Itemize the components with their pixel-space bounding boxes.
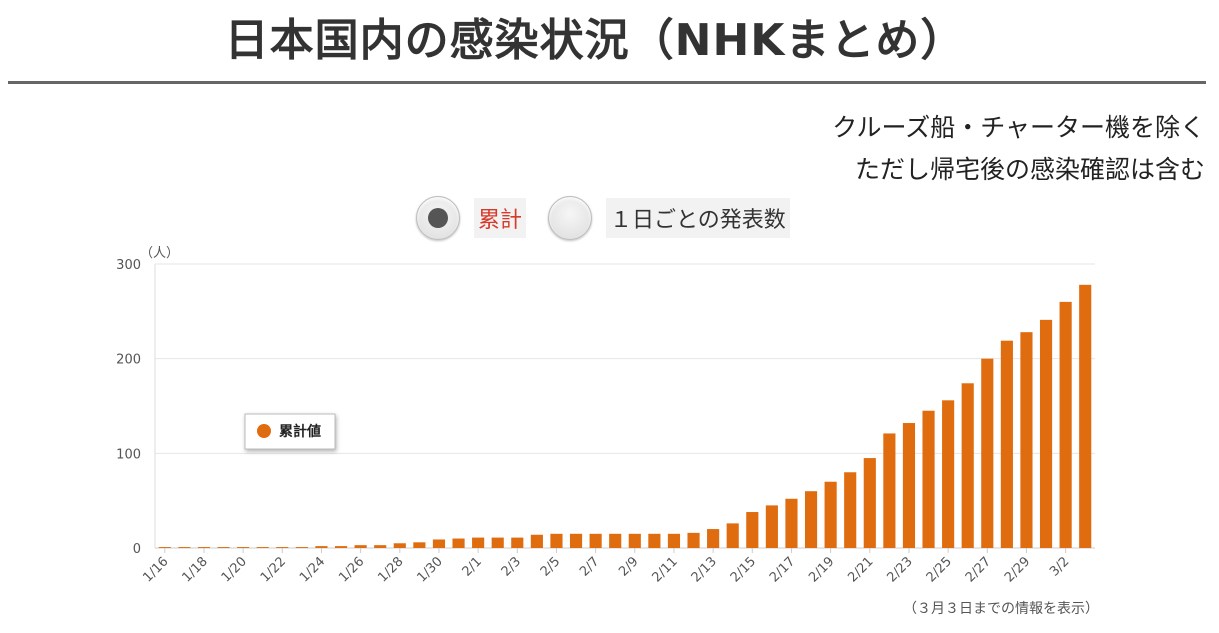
x-tick-label: 2/3	[499, 554, 524, 579]
bar-2-14[interactable]	[726, 523, 739, 548]
bar-1-23[interactable]	[295, 547, 308, 548]
bar-2-22[interactable]	[883, 433, 896, 548]
x-tick-label: 2/5	[538, 554, 563, 579]
bar-1-21[interactable]	[256, 547, 269, 548]
bar-2-13[interactable]	[707, 529, 720, 548]
bar-1-16[interactable]	[158, 547, 171, 548]
bar-1-17[interactable]	[178, 547, 191, 548]
x-tick-label: 2/23	[885, 554, 916, 585]
x-tick-label: 1/30	[415, 554, 446, 585]
x-tick-label: 1/28	[375, 554, 406, 585]
x-tick-label: 2/7	[577, 554, 602, 579]
bar-2-8[interactable]	[609, 533, 622, 548]
x-tick-label: 1/20	[219, 554, 250, 585]
toggle-cumulative[interactable]: 累計	[416, 195, 527, 241]
bar-2-12[interactable]	[687, 532, 700, 548]
x-tick-label: 2/15	[728, 554, 759, 585]
bar-2-26[interactable]	[961, 383, 974, 548]
bar-1-26[interactable]	[354, 545, 367, 548]
bar-3-1[interactable]	[1039, 319, 1053, 548]
bar-3-3[interactable]	[1079, 284, 1092, 548]
x-tick-label: 2/17	[767, 554, 798, 585]
bar-2-3[interactable]	[511, 537, 524, 548]
x-tick-label: 1/18	[180, 554, 211, 585]
y-axis-unit: （人）	[140, 246, 179, 261]
x-tick-label: 1/26	[336, 554, 367, 585]
bar-2-19[interactable]	[824, 481, 837, 548]
y-tick-label: 200	[116, 353, 141, 368]
bar-2-20[interactable]	[844, 472, 857, 548]
bar-2-9[interactable]	[628, 533, 641, 548]
legend-label: 累計値	[279, 423, 321, 440]
toggle-cumulative-label[interactable]: 累計	[474, 198, 527, 238]
bar-1-25[interactable]	[334, 546, 348, 548]
bar-2-21[interactable]	[863, 458, 876, 548]
bar-1-22[interactable]	[276, 547, 289, 548]
x-tick-label: 2/1	[460, 554, 485, 579]
toggle-daily[interactable]: １日ごとの発表数	[548, 195, 790, 241]
bar-2-23[interactable]	[902, 423, 916, 548]
bar-2-10[interactable]	[648, 533, 661, 548]
x-tick-label: 1/22	[258, 554, 289, 585]
y-tick-label: 100	[116, 447, 141, 462]
x-tick-label: 2/25	[924, 554, 955, 585]
bar-2-5[interactable]	[550, 533, 563, 548]
bar-2-7[interactable]	[589, 533, 602, 548]
bar-2-15[interactable]	[746, 512, 759, 548]
radio-unselected-icon[interactable]	[548, 196, 592, 240]
bar-1-24[interactable]	[315, 546, 328, 548]
y-tick-label: 0	[133, 542, 141, 557]
bar-2-17[interactable]	[785, 498, 798, 548]
bar-2-28[interactable]	[1000, 340, 1013, 548]
data-date-footnote: （３月３日までの情報を表示）	[903, 601, 1099, 617]
x-tick-label: 2/19	[806, 554, 837, 585]
bar-2-18[interactable]	[804, 491, 818, 548]
scope-note-line-2: ただし帰宅後の感染確認は含む	[854, 155, 1205, 184]
page-title: 日本国内の感染状況（NHKまとめ）	[224, 15, 966, 66]
x-tick-label: 2/9	[616, 554, 641, 579]
bar-1-29[interactable]	[413, 542, 426, 548]
bar-1-31[interactable]	[452, 538, 465, 548]
bar-1-28[interactable]	[393, 543, 406, 548]
scope-note-line-1: クルーズ船・チャーター機を除く	[832, 113, 1205, 142]
title-divider	[8, 81, 1206, 84]
bar-2-1[interactable]	[472, 537, 485, 548]
bar-2-2[interactable]	[491, 537, 504, 548]
bar-1-27[interactable]	[374, 545, 387, 548]
bar-2-29[interactable]	[1020, 332, 1033, 548]
bar-2-11[interactable]	[667, 533, 681, 548]
x-tick-label: 2/27	[963, 554, 994, 585]
x-tick-label: 2/29	[1002, 554, 1033, 585]
bar-1-20[interactable]	[237, 547, 250, 548]
bar-2-27[interactable]	[981, 358, 994, 548]
toggle-daily-label[interactable]: １日ごとの発表数	[606, 198, 790, 238]
legend-marker-icon	[257, 424, 271, 438]
bar-1-18[interactable]	[197, 547, 211, 548]
x-tick-label: 2/11	[650, 554, 681, 585]
x-tick-label: 2/13	[689, 554, 720, 585]
bar-2-6[interactable]	[569, 533, 583, 548]
x-tick-label: 3/2	[1047, 554, 1072, 579]
bar-2-25[interactable]	[942, 400, 955, 548]
bar-2-4[interactable]	[530, 534, 543, 548]
bar-1-30[interactable]	[432, 539, 446, 548]
x-tick-label: 1/16	[140, 554, 171, 585]
x-tick-label: 2/21	[845, 554, 876, 585]
x-tick-label: 1/24	[297, 554, 328, 585]
legend: 累計値	[244, 413, 336, 450]
radio-selected-icon[interactable]	[416, 196, 460, 240]
bar-2-24[interactable]	[922, 410, 935, 548]
bar-1-19[interactable]	[217, 547, 230, 548]
bar-3-2[interactable]	[1059, 301, 1072, 548]
bar-2-16[interactable]	[765, 505, 778, 548]
y-tick-label: 300	[116, 258, 141, 273]
